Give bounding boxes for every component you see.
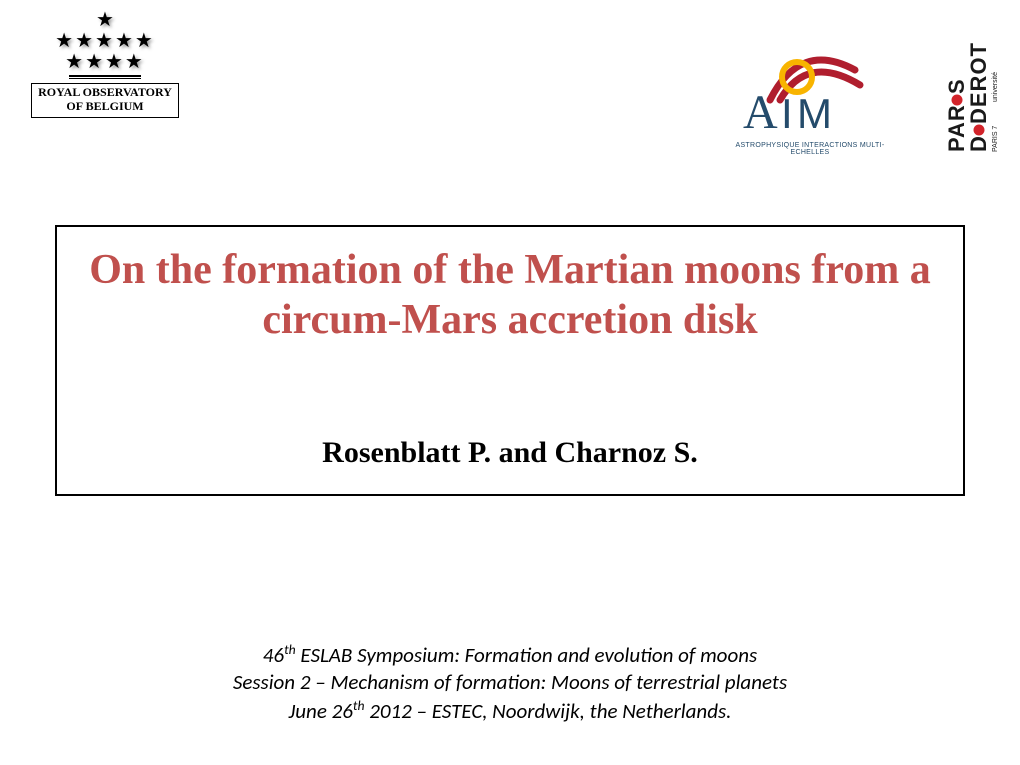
- svg-text:I: I: [781, 90, 793, 135]
- rob-name-box: ROYAL OBSERVATORY OF BELGIUM: [31, 83, 179, 118]
- svg-text:D: D: [966, 135, 991, 152]
- presentation-title: On the formation of the Martian moons fr…: [81, 245, 939, 346]
- rob-divider: [69, 75, 141, 79]
- aim-tagline: ASTROPHYSIQUE INTERACTIONS MULTI-ECHELLE…: [720, 142, 900, 156]
- royal-observatory-logo: ★ ★★★★★ ★★★★ ROYAL OBSERVATORY OF BELGIU…: [20, 10, 190, 118]
- footer-l3-sup: th: [353, 697, 365, 714]
- footer-block: 46th ESLAB Symposium: Formation and evol…: [0, 641, 1020, 725]
- svg-text:PARIS 7: PARIS 7: [992, 126, 999, 152]
- header-logos: ★ ★★★★★ ★★★★ ROYAL OBSERVATORY OF BELGIU…: [0, 10, 1020, 160]
- rob-name-line1: ROYAL OBSERVATORY: [38, 86, 172, 100]
- aim-wordmark: A: [743, 86, 778, 135]
- paris-diderot-logo: PAR S D DEROT université PARIS 7: [942, 20, 1002, 160]
- rob-name-line2: OF BELGIUM: [38, 100, 172, 114]
- footer-l1-sup: th: [284, 641, 296, 658]
- rob-stars-icon: ★ ★★★★★ ★★★★: [20, 10, 190, 73]
- footer-line-2: Session 2 – Mechanism of formation: Moon…: [0, 669, 1020, 696]
- svg-text:université: université: [992, 72, 999, 102]
- footer-line-1: 46th ESLAB Symposium: Formation and evol…: [0, 641, 1020, 669]
- footer-l3-post: 2012 – ESTEC, Noordwijk, the Netherlands…: [364, 698, 731, 724]
- svg-text:M: M: [797, 90, 832, 135]
- authors: Rosenblatt P. and Charnoz S.: [81, 436, 939, 470]
- footer-l1-pre: 46: [263, 642, 284, 668]
- aim-logo: A I M ASTROPHYSIQUE INTERACTIONS MULTI-E…: [720, 45, 900, 156]
- aim-logo-icon: A I M: [725, 45, 895, 135]
- title-box: On the formation of the Martian moons fr…: [55, 225, 965, 496]
- footer-l1-post: ESLAB Symposium: Formation and evolution…: [296, 642, 758, 668]
- footer-line-3: June 26th 2012 – ESTEC, Noordwijk, the N…: [0, 697, 1020, 725]
- diderot-logo-icon: PAR S D DEROT université PARIS 7: [942, 20, 1002, 160]
- footer-l3-pre: June 26: [289, 698, 353, 724]
- svg-text:DEROT: DEROT: [966, 42, 991, 124]
